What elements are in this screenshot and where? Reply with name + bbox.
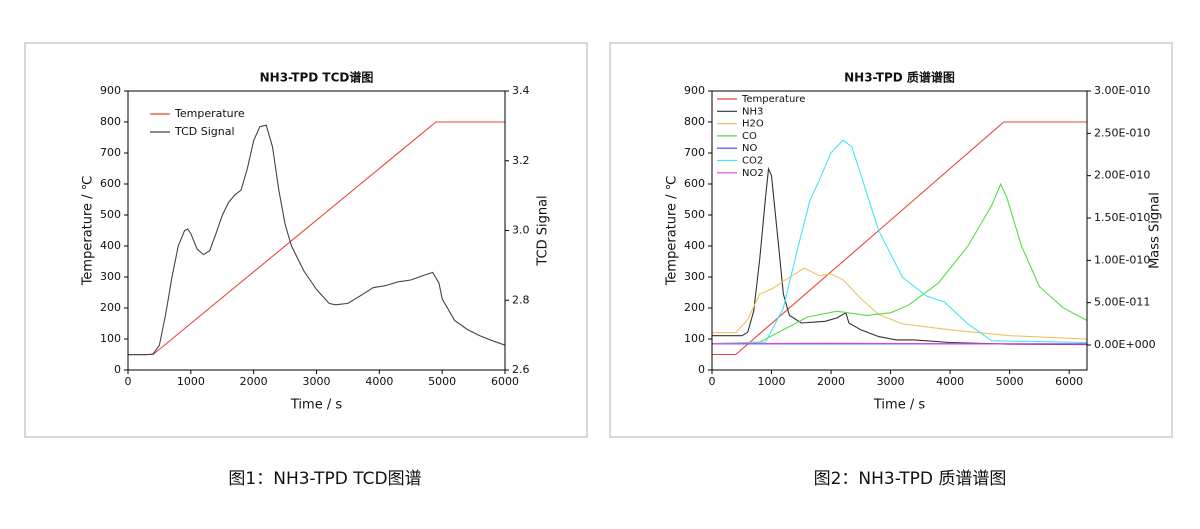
- legend-label: Temperature: [741, 94, 805, 105]
- y-tick-label: 0: [698, 363, 705, 376]
- legend-label: TCD Signal: [174, 125, 235, 138]
- legend-label: H2O: [742, 119, 764, 130]
- y-tick-label: 800: [684, 115, 705, 128]
- x-tick-label: 2000: [817, 375, 845, 388]
- y2-tick-label: 2.50E-010: [1094, 126, 1150, 139]
- x-tick-label: 6000: [491, 375, 519, 388]
- series-line: [712, 267, 1088, 340]
- y-tick-label: 400: [684, 239, 705, 252]
- y2-tick-label: 2.8: [512, 293, 530, 306]
- chart-title: NH3-TPD TCD谱图: [260, 70, 374, 85]
- series-line: [128, 121, 505, 356]
- x-tick-label: 0: [709, 375, 716, 388]
- y-tick-label: 900: [100, 84, 121, 97]
- y-tick-label: 600: [100, 177, 121, 190]
- x-tick-label: 6000: [1055, 375, 1083, 388]
- legend-label: CO: [742, 131, 757, 142]
- legend-label: NO: [742, 143, 757, 154]
- series-line: [711, 342, 1088, 345]
- y-tick-label: 500: [100, 208, 121, 221]
- y-tick-label: 500: [684, 208, 705, 221]
- y-tick-label: 200: [100, 301, 121, 314]
- x-tick-label: 4000: [365, 375, 393, 388]
- y2-tick-label: 1.50E-010: [1094, 211, 1150, 224]
- series-line: [712, 121, 1087, 356]
- series-line: [711, 182, 1088, 345]
- series-line: [128, 124, 506, 356]
- y-tick-label: 400: [100, 239, 121, 252]
- legend-label: NO2: [742, 168, 764, 179]
- y-tick-label: 600: [684, 177, 705, 190]
- y2-tick-label: 5.00E-011: [1094, 296, 1150, 309]
- x-tick-label: 0: [125, 375, 132, 388]
- y2-tick-label: 3.4: [512, 84, 530, 97]
- x-tick-label: 1000: [758, 375, 786, 388]
- y2-tick-label: 2.6: [512, 363, 530, 376]
- caption: 图2：NH3-TPD 质谱谱图: [814, 469, 1007, 489]
- y2-tick-label: 3.0: [512, 224, 530, 237]
- y-tick-label: 200: [684, 301, 705, 314]
- y2-tick-label: 3.2: [512, 154, 530, 167]
- x-tick-label: 3000: [877, 375, 905, 388]
- x-axis-label: Time / s: [873, 398, 925, 413]
- series-line: [712, 166, 1088, 346]
- legend-label: Temperature: [174, 107, 245, 120]
- y2-tick-label: 1.00E-010: [1094, 253, 1150, 266]
- y2-tick-label: 2.00E-010: [1094, 169, 1150, 182]
- x-tick-label: 3000: [303, 375, 331, 388]
- caption: 图1：NH3-TPD TCD图谱: [228, 469, 421, 489]
- plot-frame: [711, 90, 1088, 371]
- y2-axis-label: Mass Signal: [1148, 192, 1163, 269]
- x-tick-label: 1000: [177, 375, 205, 388]
- legend-label: CO2: [742, 156, 763, 167]
- plot-frame: [127, 90, 506, 371]
- y-tick-label: 100: [684, 332, 705, 345]
- y-tick-label: 300: [684, 270, 705, 283]
- x-axis-label: Time / s: [290, 398, 342, 413]
- y-tick-label: 700: [684, 146, 705, 159]
- x-tick-label: 5000: [428, 375, 456, 388]
- chart-frame: [24, 42, 588, 438]
- series-line: [711, 139, 1088, 345]
- x-tick-label: 2000: [240, 375, 268, 388]
- chart-frame: [609, 42, 1173, 438]
- y-tick-label: 900: [684, 84, 705, 97]
- y-axis-label: Temperature / ℃: [81, 176, 96, 287]
- chart-title: NH3-TPD 质谱谱图: [844, 70, 955, 85]
- y-tick-label: 100: [100, 332, 121, 345]
- y2-tick-label: 0.00E+000: [1094, 338, 1156, 351]
- y-tick-label: 0: [114, 363, 121, 376]
- x-tick-label: 5000: [996, 375, 1024, 388]
- x-tick-label: 4000: [936, 375, 964, 388]
- y-axis-label: Temperature / ℃: [665, 176, 680, 287]
- y2-tick-label: 3.00E-010: [1094, 84, 1150, 97]
- y-tick-label: 300: [100, 270, 121, 283]
- y2-axis-label: TCD Signal: [536, 195, 551, 266]
- legend-label: NH3: [742, 106, 763, 117]
- y-tick-label: 700: [100, 146, 121, 159]
- y-tick-label: 800: [100, 115, 121, 128]
